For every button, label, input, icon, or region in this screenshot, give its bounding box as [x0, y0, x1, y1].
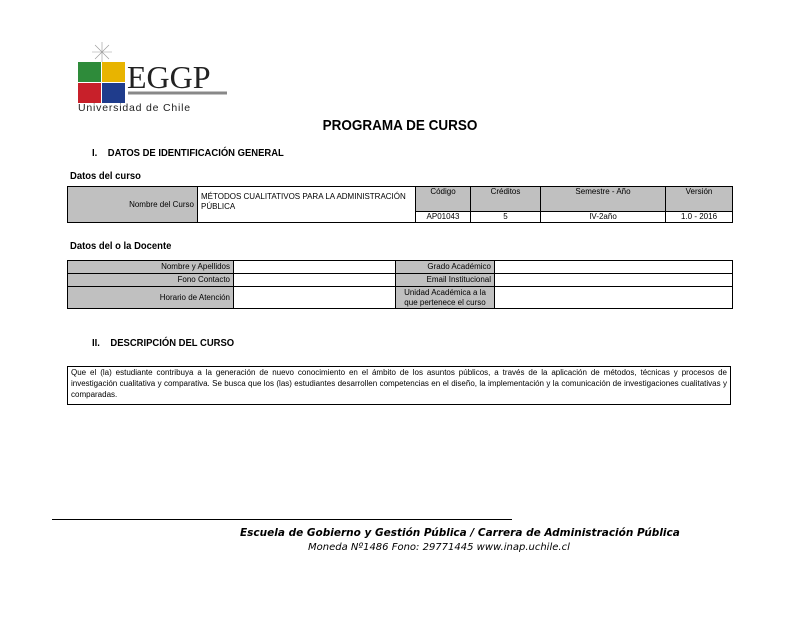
fono-value	[233, 273, 396, 287]
logo-text: EGGP	[127, 59, 211, 95]
course-name-label: Nombre del Curso	[67, 186, 198, 223]
nombre-label: Nombre y Apellidos	[67, 260, 234, 274]
course-description: Que el (la) estudiante contribuya a la g…	[67, 366, 731, 405]
email-label: Email Institucional	[395, 273, 495, 287]
curso-heading: Datos del curso	[70, 170, 141, 182]
docente-table: Nombre y Apellidos Grado Académico Fono …	[67, 260, 733, 309]
version-value: 1.0 - 2016	[665, 211, 733, 223]
grado-value	[494, 260, 733, 274]
course-name-value: MÉTODOS CUALITATIVOS PARA LA ADMINISTRAC…	[197, 186, 416, 223]
section-number: I.	[92, 147, 98, 159]
semestre-value: IV-2año	[540, 211, 666, 223]
section-title: DESCRIPCIÓN DEL CURSO	[110, 337, 235, 349]
docente-heading: Datos del o la Docente	[70, 240, 172, 252]
svg-text:Universidad de Chile: Universidad de Chile	[78, 102, 191, 112]
eggp-logo: EGGP Universidad de Chile	[78, 42, 227, 112]
email-value	[494, 273, 733, 287]
creditos-value: 5	[470, 211, 541, 223]
horario-value	[233, 286, 396, 309]
unidad-value	[494, 286, 733, 309]
grado-label: Grado Académico	[395, 260, 495, 274]
footer-divider	[52, 519, 512, 520]
fono-label: Fono Contacto	[67, 273, 234, 287]
section-title: DATOS DE IDENTIFICACIÓN GENERAL	[107, 147, 284, 159]
col-version: Versión	[665, 186, 733, 212]
col-codigo: Código	[415, 186, 471, 212]
col-creditos: Créditos	[470, 186, 541, 212]
unidad-label: Unidad Académica a la que pertenece el c…	[395, 286, 495, 309]
horario-label: Horario de Atención	[67, 286, 234, 309]
section-1-heading: I. DATOS DE IDENTIFICACIÓN GENERAL	[92, 147, 284, 159]
page-title: PROGRAMA DE CURSO	[322, 117, 478, 134]
nombre-value	[233, 260, 396, 274]
footer-line-2: Moneda Nº1486 Fono: 29771445 www.inap.uc…	[308, 542, 570, 553]
section-2-heading: II. DESCRIPCIÓN DEL CURSO	[92, 337, 234, 349]
col-semestre: Semestre - Año	[540, 186, 666, 212]
footer-line-1: Escuela de Gobierno y Gestión Pública / …	[240, 527, 680, 539]
section-number: II.	[92, 337, 100, 349]
course-table: Nombre del Curso MÉTODOS CUALITATIVOS PA…	[67, 186, 733, 223]
codigo-value: AP01043	[415, 211, 471, 223]
